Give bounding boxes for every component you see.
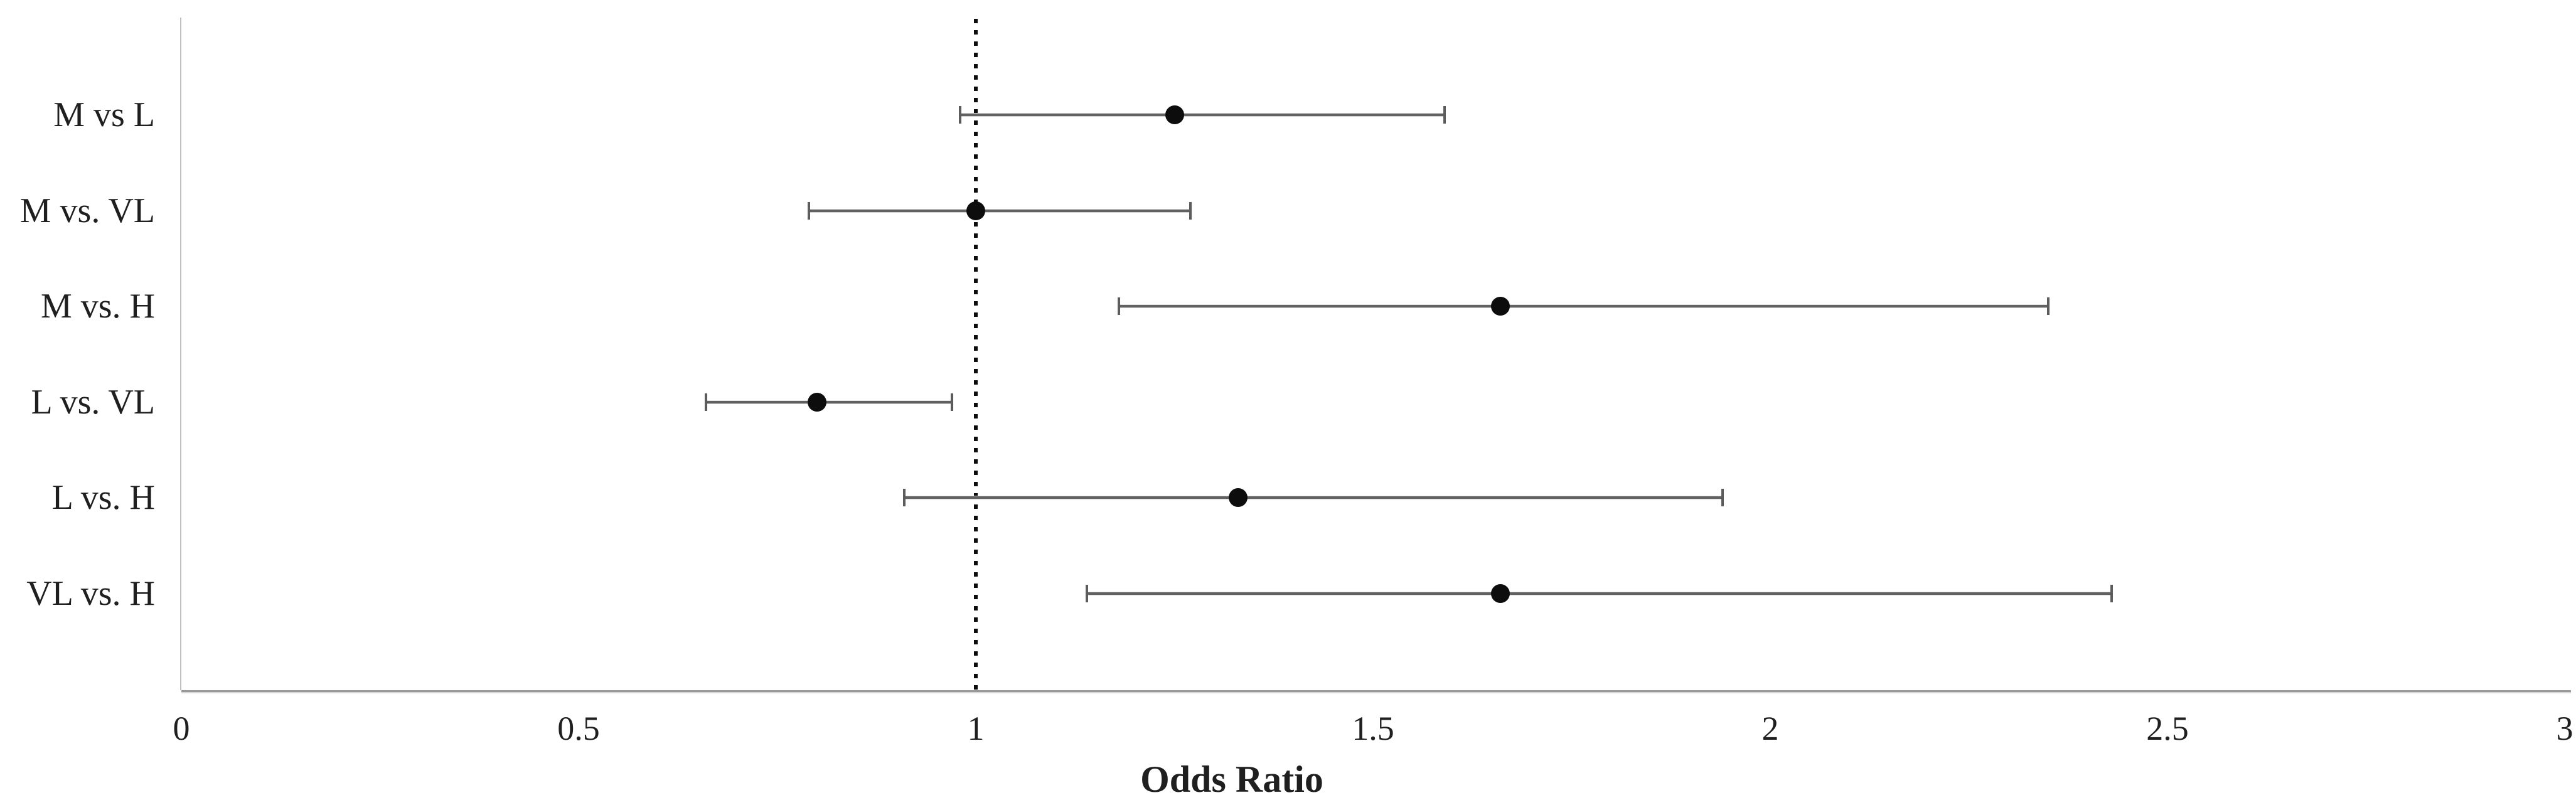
confidence-interval-bar <box>959 114 1445 116</box>
x-tick-label: 0 <box>173 710 190 747</box>
x-tick-label: 2.5 <box>2146 710 2189 747</box>
x-axis-line <box>181 690 2571 693</box>
ci-lower-cap <box>808 201 811 220</box>
odds-ratio-point-marker <box>1490 297 1510 316</box>
ci-lower-cap <box>1117 297 1120 316</box>
category-label: L vs. VL <box>31 382 155 422</box>
category-label: VL vs. H <box>26 574 155 613</box>
category-label: L vs. H <box>51 478 155 518</box>
confidence-interval-bar <box>809 209 1190 212</box>
x-tick-label: 0.5 <box>557 710 600 747</box>
ci-upper-cap <box>1189 201 1192 220</box>
confidence-interval-bar <box>1118 305 2049 308</box>
category-label: M vs L <box>53 95 155 134</box>
confidence-interval-bar <box>705 400 952 403</box>
ci-upper-cap <box>1721 489 1724 507</box>
reference-line-odds-ratio-1 <box>974 19 978 690</box>
x-axis-title: Odds Ratio <box>1140 759 1323 800</box>
confidence-interval-bar <box>1087 592 2112 595</box>
odds-ratio-point-marker <box>1165 105 1184 124</box>
x-tick-label: 1 <box>967 710 985 747</box>
y-axis-line <box>180 18 181 690</box>
ci-lower-cap <box>1086 585 1089 602</box>
x-tick-label: 2 <box>1761 710 1779 747</box>
odds-ratio-point-marker <box>1228 488 1248 508</box>
odds-ratio-point-marker <box>966 201 985 220</box>
odds-ratio-point-marker <box>807 392 826 412</box>
ci-upper-cap <box>2047 297 2050 316</box>
confidence-interval-bar <box>904 496 1723 499</box>
ci-upper-cap <box>1443 106 1446 124</box>
category-label: M vs. H <box>40 287 155 326</box>
ci-upper-cap <box>951 393 954 411</box>
ci-lower-cap <box>958 106 961 124</box>
x-tick-label: 3 <box>2556 710 2573 747</box>
category-label: M vs. VL <box>19 191 155 230</box>
ci-lower-cap <box>903 489 906 507</box>
x-tick-label: 1.5 <box>1352 710 1394 747</box>
ci-lower-cap <box>704 393 707 411</box>
odds-ratio-point-marker <box>1490 584 1510 603</box>
ci-upper-cap <box>2110 585 2114 602</box>
